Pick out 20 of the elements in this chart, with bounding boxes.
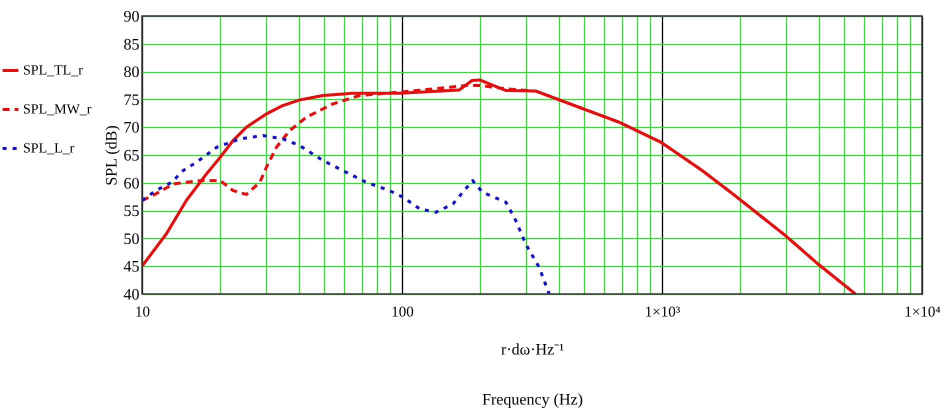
y-tick-label: 55 bbox=[124, 203, 140, 220]
y-tick-label: 40 bbox=[124, 286, 140, 304]
legend-label: SPL_TL_r bbox=[23, 64, 84, 78]
y-tick-label: 70 bbox=[124, 120, 140, 137]
x-tick-label: 10 bbox=[135, 304, 150, 320]
y-tick-label: 45 bbox=[124, 258, 140, 276]
x-tick-label: 1×10⁴ bbox=[904, 304, 941, 320]
y-tick-label: 75 bbox=[124, 92, 140, 109]
y-tick-label: 90 bbox=[124, 8, 140, 26]
text: r·dω·Hz⁻¹ Frequency (Hz) bbox=[482, 342, 583, 408]
y-tick-label: 65 bbox=[124, 148, 140, 164]
x-tick-label: 1×10³ bbox=[644, 304, 681, 320]
y-tick-label: 80 bbox=[124, 64, 140, 82]
y-tick-label: 60 bbox=[124, 175, 140, 192]
y-axis-title: SPL (dB) bbox=[104, 125, 120, 186]
legend-label: SPL_L_r bbox=[23, 142, 75, 156]
x-tick-label: 100 bbox=[391, 304, 414, 320]
y-tick-label: 85 bbox=[124, 36, 140, 54]
y-tick-label: 50 bbox=[124, 230, 140, 248]
legend-label: SPL_MW_r bbox=[23, 102, 92, 118]
